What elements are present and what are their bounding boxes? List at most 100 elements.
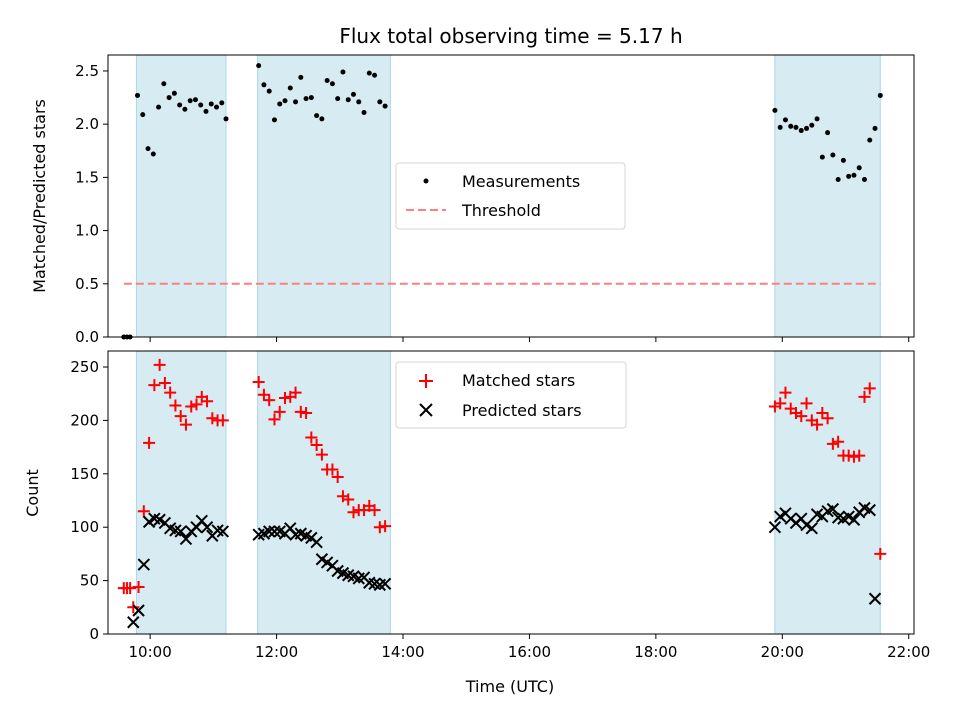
predicted-stars-point xyxy=(826,502,840,516)
x-tick-label: 10:00 xyxy=(129,643,172,661)
x-tick-label: 22:00 xyxy=(887,643,930,661)
measurements-point xyxy=(793,124,799,130)
x-tick-label: 12:00 xyxy=(255,643,298,661)
measurements-point xyxy=(145,146,151,152)
matched-stars-point xyxy=(190,398,203,411)
ratio-panel-marks xyxy=(121,63,883,340)
measurements-point xyxy=(314,113,320,119)
y-tick-label: 0 xyxy=(89,625,99,643)
measurements-point xyxy=(171,90,177,96)
measurements-point xyxy=(788,123,794,129)
matched-stars-point xyxy=(331,471,344,484)
measurements-point xyxy=(809,122,815,128)
predicted-stars-point xyxy=(127,616,140,629)
legend-measurements-label: Measurements xyxy=(462,172,580,191)
predicted-stars-point xyxy=(847,513,861,526)
matched-stars-point xyxy=(342,493,355,506)
measurements-point xyxy=(814,116,820,122)
measurements-point xyxy=(335,96,341,102)
y-tick-label: 0.5 xyxy=(75,275,99,293)
matched-stars-point xyxy=(216,414,229,427)
legend-predicted-stars-marker xyxy=(419,403,433,417)
measurements-point xyxy=(867,137,873,143)
x-tick-label: 16:00 xyxy=(508,643,551,661)
observing-window xyxy=(774,54,881,338)
matched-stars-point xyxy=(174,410,187,423)
measurements-point xyxy=(804,125,810,131)
predicted-stars-point xyxy=(378,577,392,591)
measurements-point xyxy=(361,109,367,115)
matched-stars-point xyxy=(169,399,182,412)
legend-predicted-stars-label: Predicted stars xyxy=(462,401,582,420)
matched-stars-point xyxy=(185,400,198,413)
measurements-point xyxy=(140,112,146,118)
matched-stars-point xyxy=(132,581,145,594)
predicted-stars-point xyxy=(262,525,276,538)
matched-stars-point xyxy=(315,448,328,461)
measurements-point xyxy=(340,69,346,75)
matched-stars-point xyxy=(137,505,150,518)
matched-stars-point xyxy=(858,390,871,403)
count-panel-x-axis-label: Time (UTC) xyxy=(465,677,554,696)
measurements-point xyxy=(872,125,878,131)
measurements-point xyxy=(825,130,831,136)
matched-stars-point xyxy=(832,435,845,448)
measurements-point xyxy=(324,78,330,84)
y-tick-label: 2.0 xyxy=(75,115,99,133)
observing-window xyxy=(774,350,881,635)
matched-stars-point xyxy=(143,436,156,449)
matched-stars-point xyxy=(853,449,866,462)
y-tick-label: 1.0 xyxy=(75,222,99,240)
measurements-point xyxy=(177,102,183,108)
measurements-point xyxy=(271,117,277,123)
matched-stars-point xyxy=(158,377,171,390)
measurements-point xyxy=(819,154,825,160)
legend-threshold-label: Threshold xyxy=(461,201,541,220)
matched-stars-point xyxy=(847,450,860,463)
measurements-point xyxy=(298,74,304,80)
matched-stars-point xyxy=(257,388,270,401)
measurements-point xyxy=(782,117,788,123)
ratio-panel-axes: 0.0 0.5 1.0 1.5 2.0 2.5 xyxy=(75,62,910,346)
measurements-point xyxy=(223,116,229,122)
measurements-point xyxy=(835,177,841,183)
matched-stars-point xyxy=(826,437,839,450)
y-tick-label: 50 xyxy=(80,572,99,590)
measurements-point xyxy=(777,124,783,130)
predicted-stars-point xyxy=(268,525,281,538)
y-tick-label: 1.5 xyxy=(75,168,99,186)
measurements-point xyxy=(350,91,356,97)
matched-stars-point xyxy=(179,418,192,431)
ratio-panel-legend: Measurements Threshold xyxy=(395,162,626,230)
measurements-point xyxy=(150,151,156,157)
y-tick-label: 100 xyxy=(70,518,99,536)
count-panel: 0 50 100 150 200 250 10:00 12:00 14:00 16:00 18:00… xyxy=(23,350,930,696)
matched-stars-point xyxy=(874,547,887,560)
predicted-stars-point xyxy=(768,521,782,534)
predicted-stars-point xyxy=(132,604,145,617)
measurements-point xyxy=(277,101,283,107)
observing-window xyxy=(257,350,391,635)
matched-stars-point xyxy=(379,520,392,533)
observing-window xyxy=(135,350,227,635)
matched-stars-point xyxy=(153,358,166,371)
ratio-panel: 0.0 0.5 1.0 1.5 2.0 2.5 Flux total observing … xyxy=(30,24,915,346)
measurements-point xyxy=(192,97,198,103)
observing-window xyxy=(257,54,391,338)
observing-window xyxy=(135,54,227,338)
x-tick-label: 18:00 xyxy=(634,643,677,661)
predicted-stars-point xyxy=(310,535,323,549)
measurements-point xyxy=(366,70,372,76)
matched-stars-point xyxy=(206,412,219,425)
ratio-panel-legend-box xyxy=(395,162,626,230)
predicted-stars-point xyxy=(200,521,214,534)
count-panel-frame xyxy=(107,350,915,635)
measurements-point xyxy=(182,106,188,112)
count-panel-legend-box xyxy=(395,361,627,429)
measurements-point xyxy=(319,116,325,122)
measurements-point xyxy=(287,85,293,91)
matched-stars-point xyxy=(201,395,214,408)
measurements-point xyxy=(198,102,204,108)
measurements-point xyxy=(830,152,836,158)
matched-stars-point xyxy=(842,449,855,462)
